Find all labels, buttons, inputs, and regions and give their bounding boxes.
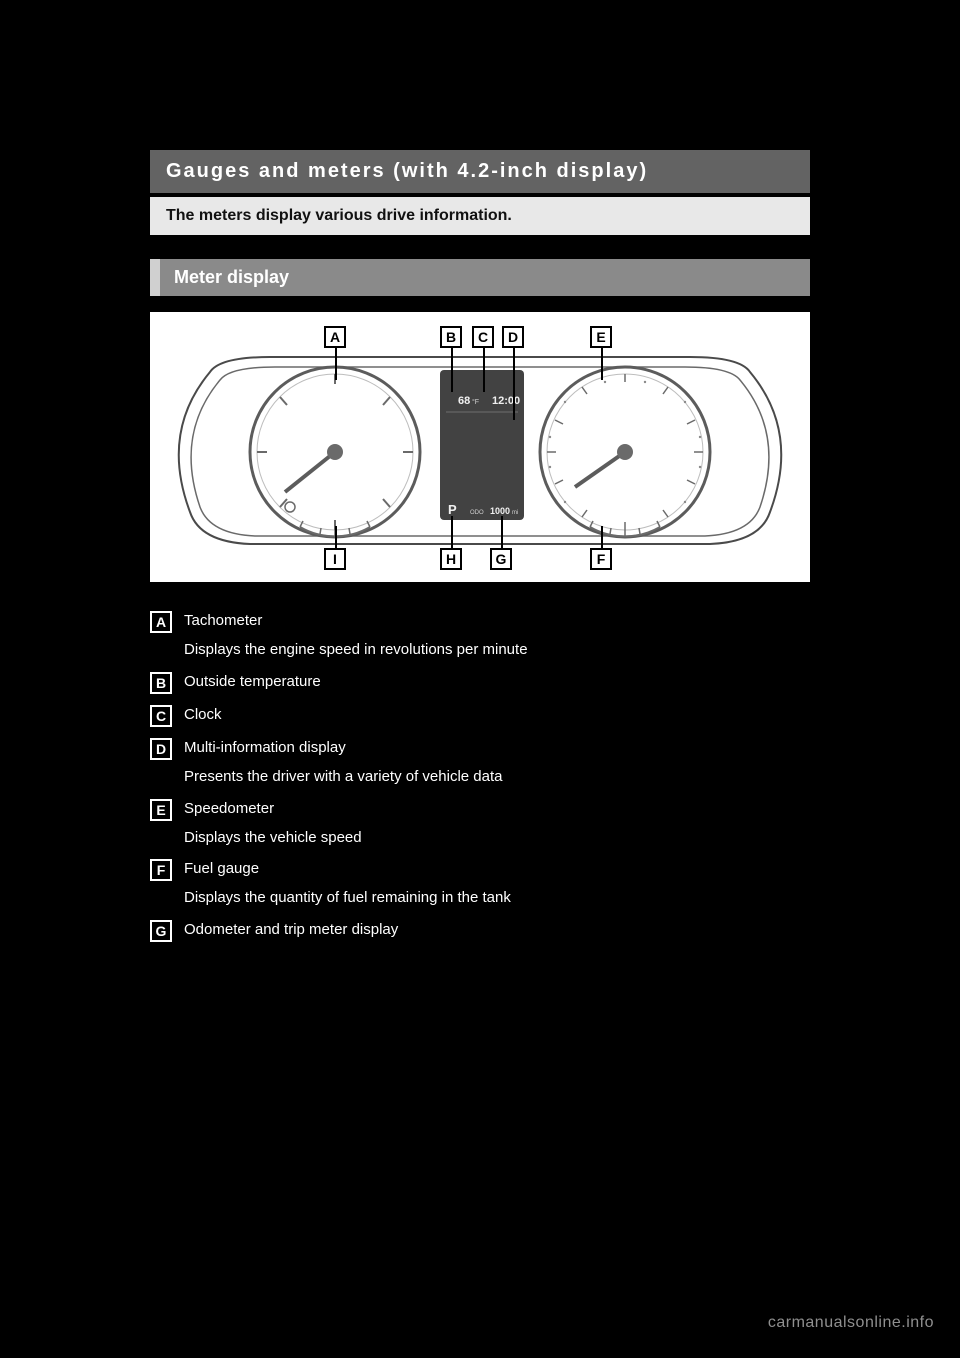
- legend-desc-f-row: Displays the quantity of fuel remaining …: [184, 887, 810, 909]
- footer-watermark: carmanualsonline.info: [768, 1314, 934, 1332]
- instrument-cluster-figure: 68 °F 12:00 P ODO 1000 mi A B C D E I: [150, 312, 810, 582]
- legend-item-g: G Odometer and trip meter display: [150, 919, 810, 942]
- figure-label-b: B: [440, 326, 462, 348]
- figure-label-i: I: [324, 548, 346, 570]
- figure-label-e: E: [590, 326, 612, 348]
- legend-marker-g: G: [150, 920, 172, 942]
- legend-item-c: C Clock: [150, 704, 810, 727]
- page-title: Gauges and meters (with 4.2-inch display…: [166, 160, 648, 182]
- legend-marker-a: A: [150, 611, 172, 633]
- legend-title-g: Odometer and trip meter display: [184, 919, 398, 941]
- legend-desc-e: Displays the vehicle speed: [184, 827, 362, 849]
- figure-label-d: D: [502, 326, 524, 348]
- legend-title-b: Outside temperature: [184, 671, 321, 693]
- figure-label-g: G: [490, 548, 512, 570]
- legend-marker-e: E: [150, 799, 172, 821]
- section-heading: Meter display: [174, 267, 289, 287]
- section-heading-band: Meter display: [150, 259, 810, 296]
- legend-marker-f: F: [150, 859, 172, 881]
- legend-item-e: E Speedometer: [150, 798, 810, 821]
- legend-marker-c: C: [150, 705, 172, 727]
- subtitle-text: The meters display various drive informa…: [166, 207, 512, 224]
- figure-label-c: C: [472, 326, 494, 348]
- legend-title-a: Tachometer: [184, 610, 262, 632]
- figure-label-f: F: [590, 548, 612, 570]
- figure-labels: A B C D E I H G F: [150, 312, 810, 582]
- subtitle-band: The meters display various drive informa…: [150, 197, 810, 235]
- legend-item-f: F Fuel gauge: [150, 858, 810, 881]
- page-content: Gauges and meters (with 4.2-inch display…: [150, 150, 810, 952]
- legend-title-e: Speedometer: [184, 798, 274, 820]
- legend-marker-b: B: [150, 672, 172, 694]
- legend-desc-a: Displays the engine speed in revolutions…: [184, 639, 528, 661]
- legend-desc-d-row: Presents the driver with a variety of ve…: [184, 766, 810, 788]
- legend-desc-a-row: Displays the engine speed in revolutions…: [184, 639, 810, 661]
- legend-desc-d: Presents the driver with a variety of ve…: [184, 766, 503, 788]
- figure-label-a: A: [324, 326, 346, 348]
- legend-title-f: Fuel gauge: [184, 858, 259, 880]
- legend-marker-d: D: [150, 738, 172, 760]
- page-title-band: Gauges and meters (with 4.2-inch display…: [150, 150, 810, 193]
- legend: A Tachometer Displays the engine speed i…: [150, 610, 810, 942]
- figure-label-h: H: [440, 548, 462, 570]
- legend-title-d: Multi-information display: [184, 737, 346, 759]
- legend-item-a: A Tachometer: [150, 610, 810, 633]
- legend-desc-e-row: Displays the vehicle speed: [184, 827, 810, 849]
- legend-title-c: Clock: [184, 704, 222, 726]
- legend-item-b: B Outside temperature: [150, 671, 810, 694]
- legend-desc-f: Displays the quantity of fuel remaining …: [184, 887, 511, 909]
- legend-item-d: D Multi-information display: [150, 737, 810, 760]
